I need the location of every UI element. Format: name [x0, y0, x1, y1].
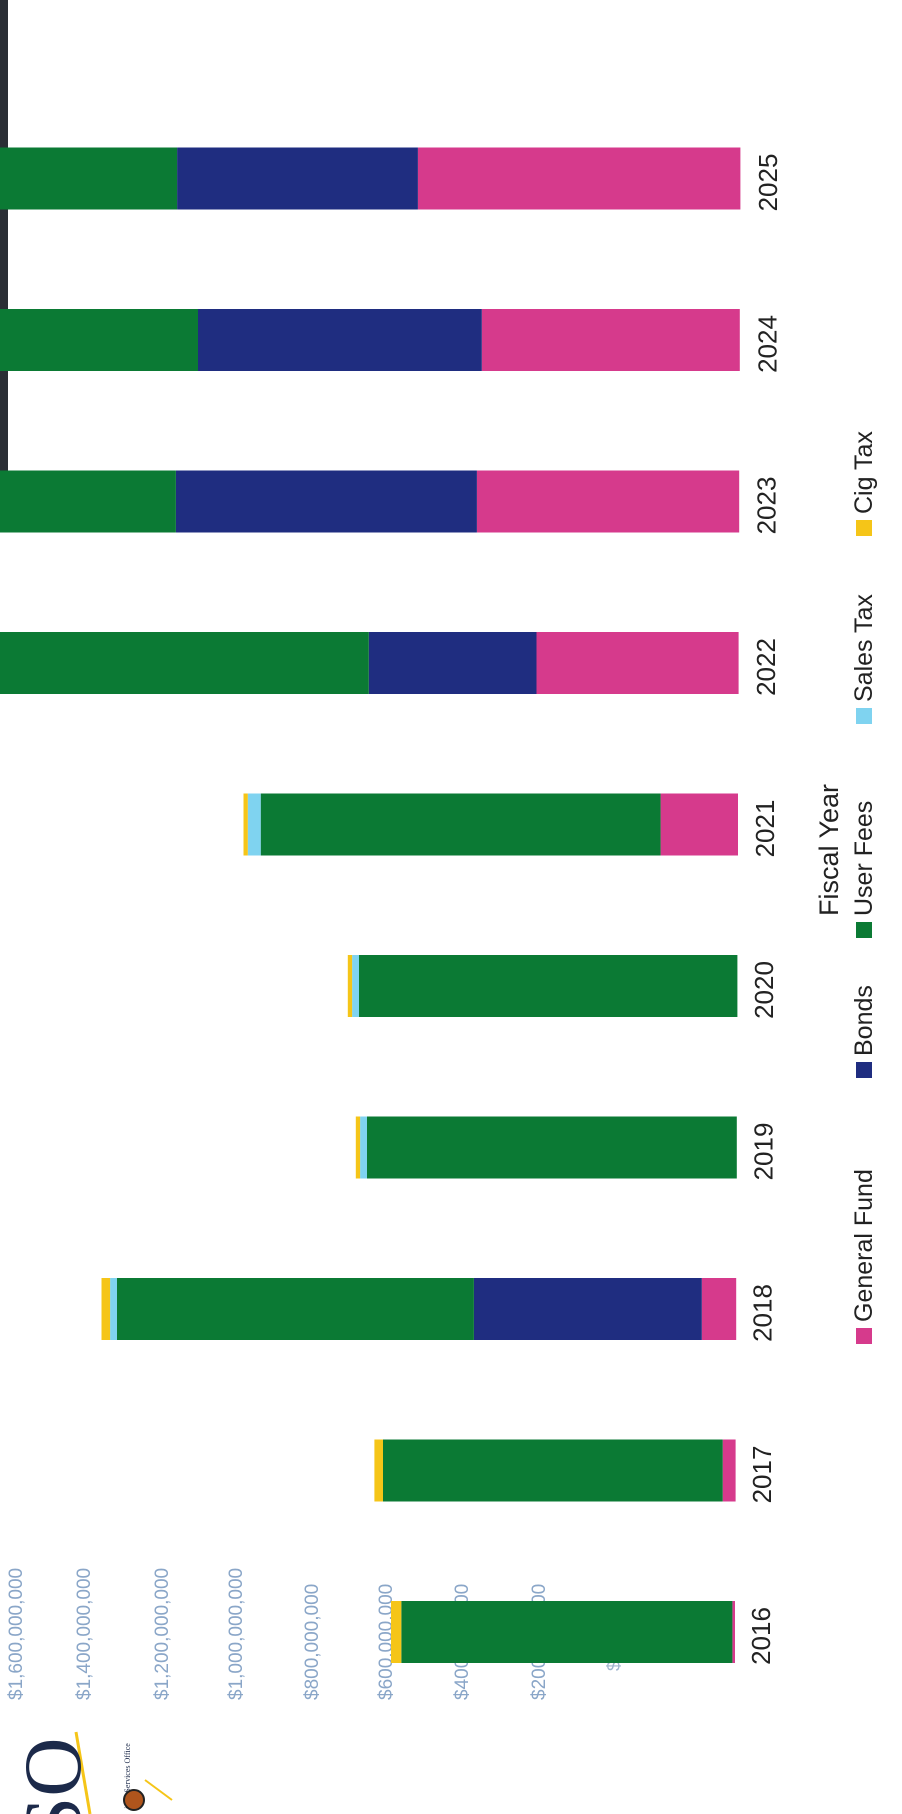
bar-segment: [722, 1439, 736, 1502]
bar-segment: [110, 1278, 117, 1340]
legend-label: Cig Tax: [850, 431, 878, 514]
logo: SO itive Services Office: [7, 1731, 173, 1814]
legend-swatch: [856, 708, 872, 724]
category-labels: 2016 2017 2018 2019 2020 2021 2022 2023 2024 2025: [746, 154, 783, 1665]
logo-globe-icon: [123, 1789, 145, 1811]
category-label: 2023: [752, 477, 782, 535]
legend-label: Sales Tax: [850, 594, 878, 702]
category-label: 2020: [749, 961, 779, 1019]
category-label: 2025: [753, 154, 783, 212]
bar-segment: [368, 632, 537, 694]
category-label: 2021: [750, 800, 780, 858]
value-tick-label: $1,400,000,000: [74, 1568, 95, 1700]
bar-segment: [101, 1278, 111, 1340]
bar-segment: [175, 470, 477, 533]
legend-swatch: [856, 1062, 872, 1078]
value-tick-label: $1,000,000,000: [226, 1568, 247, 1700]
category-label: 2022: [751, 638, 781, 696]
logo-swoosh: [144, 1779, 173, 1801]
logo-subtitle: itive Services Office: [123, 1743, 132, 1809]
bar-segment: [347, 955, 353, 1017]
bar-segment: [355, 1116, 361, 1179]
legend-label: User Fees: [850, 801, 878, 916]
bar-segment: [260, 793, 661, 856]
bar-segment: [0, 147, 178, 210]
legend-swatch: [856, 520, 872, 536]
bar-segment: [243, 793, 248, 856]
bar-segment: [701, 1278, 737, 1340]
logo-text: SO: [7, 1738, 98, 1814]
bar-segment: [481, 309, 740, 371]
bar-segment: [352, 955, 359, 1017]
bar-segment: [247, 793, 261, 856]
category-label: 2019: [748, 1123, 778, 1181]
value-tick-label: $1,600,000,000: [6, 1568, 27, 1700]
legend-swatch: [856, 1328, 872, 1344]
bar-segment: [360, 1116, 367, 1179]
bar-segment: [177, 147, 418, 210]
legend-swatch: [856, 922, 872, 938]
bars: [0, 147, 741, 1663]
bar-segment: [536, 632, 739, 694]
bar-segment: [401, 1601, 733, 1663]
bar-segment: [0, 632, 369, 694]
value-tick-label: $1,200,000,000: [152, 1568, 173, 1700]
category-label: 2024: [752, 315, 782, 373]
x-axis-title: Fiscal Year: [814, 784, 844, 916]
category-label: 2016: [746, 1607, 776, 1665]
category-label: 2018: [748, 1284, 778, 1342]
legend-label: Bonds: [850, 985, 878, 1056]
bar-segment: [732, 1601, 735, 1663]
bar-segment: [117, 1278, 474, 1340]
bar-segment: [391, 1601, 402, 1663]
bar-segment: [374, 1439, 383, 1502]
legend: General Fund Bonds User Fees Sales Tax Cig T…: [850, 431, 878, 1344]
bar-segment: [198, 309, 482, 371]
value-tick-label: $: [604, 1661, 624, 1671]
bar-segment: [359, 955, 738, 1017]
left-edge-shadow: [0, 0, 8, 480]
logo-accent-line: [74, 1731, 92, 1814]
bar-segment: [660, 793, 738, 856]
bar-segment: [417, 147, 741, 210]
category-label: 2017: [747, 1446, 777, 1504]
bar-segment: [0, 309, 198, 371]
bar-segment: [367, 1116, 737, 1179]
bar-segment: [383, 1439, 723, 1502]
bar-segment: [0, 470, 176, 533]
bar-segment: [476, 470, 740, 533]
legend-label: General Fund: [850, 1169, 878, 1322]
bar-segment: [473, 1278, 702, 1340]
value-tick-label: $800,000,000: [302, 1584, 323, 1700]
